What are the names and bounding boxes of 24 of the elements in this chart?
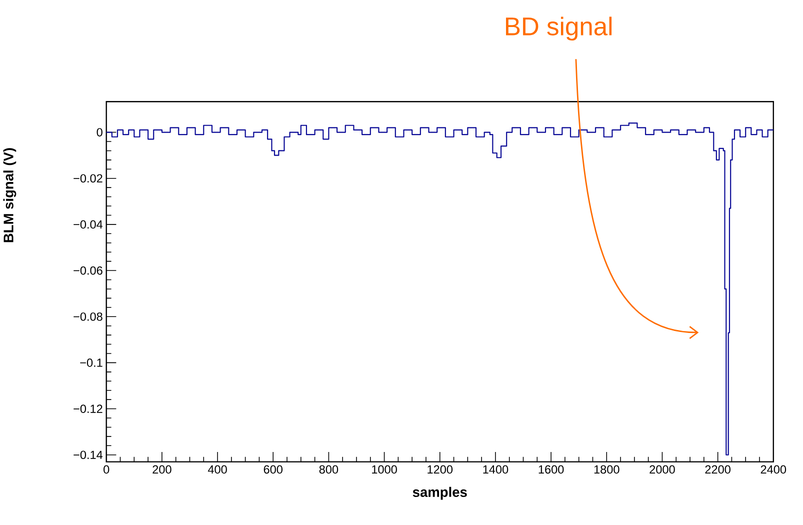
x-tick-label: 2400 <box>760 465 786 474</box>
x-tick-label: 1400 <box>483 465 508 474</box>
y-tick-label: 0 <box>96 128 102 136</box>
y-tick-label: −0.12 <box>74 404 102 413</box>
y-tick-label: −0.1 <box>80 358 102 367</box>
x-tick-label: 800 <box>319 465 338 474</box>
x-tick-label: 600 <box>264 465 282 474</box>
x-axis-title: samples <box>412 486 467 500</box>
y-tick-label: −0.04 <box>74 220 103 229</box>
x-tick-label: 2200 <box>705 465 730 474</box>
y-axis-title: BLM signal (V) <box>3 148 16 242</box>
y-tick-label: −0.14 <box>74 450 103 460</box>
text: BD signal <box>506 16 612 41</box>
x-tick-label: 200 <box>152 465 172 474</box>
y-tick-label: −0.08 <box>74 312 102 321</box>
x-tick-label: 400 <box>208 465 227 474</box>
y-tick-label: −0.02 <box>74 174 102 183</box>
x-tick-label: 2000 <box>650 465 675 474</box>
x-tick-label: 1000 <box>372 465 397 474</box>
x-tick-label: 1200 <box>428 465 453 474</box>
y-tick-label: −0.06 <box>74 266 102 275</box>
x-tick-label: 1600 <box>538 465 564 474</box>
x-tick-label: 1800 <box>594 465 620 474</box>
x-tick-label: 0 <box>104 465 110 474</box>
